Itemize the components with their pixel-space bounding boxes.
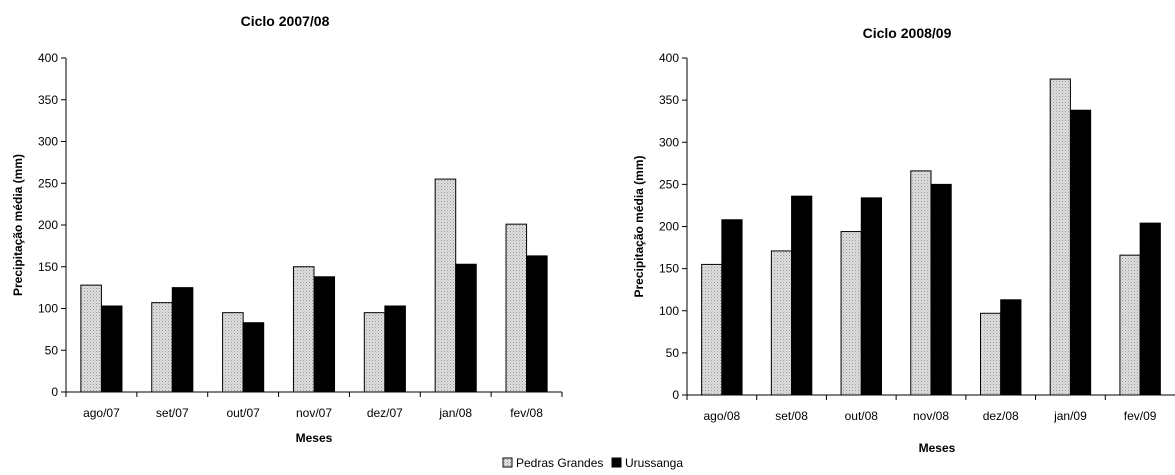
x-tick-label: nov/08	[913, 409, 949, 423]
x-tick-label: jan/08	[438, 406, 472, 420]
bar-pedras-grandes-jan-09	[1049, 78, 1071, 396]
y-tick-label: 200	[38, 218, 58, 232]
bar-urussanga-jan-09	[1069, 109, 1092, 396]
x-axis-label: Meses	[919, 441, 956, 455]
bar-pedras-grandes-nov-07	[292, 266, 315, 393]
bar-pedras-grandes-set-08	[770, 250, 793, 396]
x-tick-label: dez/08	[983, 409, 1019, 423]
x-tick-label: out/08	[845, 409, 879, 423]
y-tick-label: 50	[666, 346, 680, 360]
bar-urussanga-ago-08	[721, 219, 743, 396]
y-tick-label: 100	[659, 304, 679, 318]
y-tick-label: 150	[38, 260, 58, 274]
legend-swatch-urussanga	[611, 457, 622, 468]
bar-urussanga-ago-07	[100, 305, 123, 393]
bar-urussanga-out-07	[242, 322, 265, 393]
bar-urussanga-fev-08	[526, 255, 548, 393]
bar-urussanga-jan-08	[455, 263, 477, 393]
y-tick-label: 50	[45, 343, 59, 357]
legend-label-urussanga: Urussanga	[625, 456, 683, 470]
chart-title: Ciclo 2008/09	[863, 25, 952, 41]
bar-pedras-grandes-dez-07	[363, 312, 386, 393]
bar-urussanga-fev-09	[1139, 222, 1161, 396]
y-axis-label: Precipitação média (mm)	[11, 154, 25, 296]
bar-pedras-grandes-out-07	[222, 312, 244, 393]
chart-2: Ciclo 2008/09 0 50 100 150 200 250 300 350 400 ago…	[632, 25, 1175, 455]
bar-urussanga-dez-08	[1000, 299, 1022, 396]
x-tick-label: nov/07	[296, 406, 332, 420]
y-tick-label: 350	[38, 93, 58, 107]
y-tick-label: 400	[38, 51, 58, 65]
y-tick-label: 250	[38, 176, 58, 190]
y-tick-label: 400	[659, 51, 679, 65]
bar-pedras-grandes-out-08	[840, 231, 862, 396]
x-tick-label: jan/09	[1053, 409, 1087, 423]
legend: Pedras Grandes Urussanga	[502, 456, 683, 470]
bar-pedras-grandes-nov-08	[910, 170, 932, 396]
y-tick-label: 250	[659, 177, 679, 191]
x-tick-label: out/07	[226, 406, 260, 420]
bar-pedras-grandes-ago-07	[80, 284, 102, 393]
bar-urussanga-nov-07	[313, 276, 336, 393]
chart-title: Ciclo 2007/08	[241, 13, 330, 29]
y-axis-label: Precipitação média (mm)	[632, 155, 646, 297]
y-tick-label: 0	[51, 385, 58, 399]
y-tick-label: 300	[659, 135, 679, 149]
bar-pedras-grandes-jan-08	[434, 178, 457, 393]
bar-urussanga-set-08	[791, 195, 813, 396]
bar-urussanga-set-07	[171, 287, 194, 393]
bar-pedras-grandes-dez-08	[979, 312, 1002, 396]
bar-pedras-grandes-fev-09	[1119, 254, 1141, 396]
y-tick-label: 200	[659, 220, 679, 234]
bar-urussanga-nov-08	[930, 183, 952, 396]
y-tick-label: 300	[38, 135, 58, 149]
x-tick-label: fev/09	[1124, 409, 1157, 423]
x-tick-label: ago/08	[704, 409, 741, 423]
chart-1: Ciclo 2007/08 0 50 100 150 200 250 300 350 400 ago…	[11, 13, 563, 445]
y-tick-label: 0	[672, 388, 679, 402]
x-tick-label: ago/07	[83, 406, 120, 420]
x-axis-label: Meses	[296, 431, 333, 445]
y-tick-label: 100	[38, 302, 58, 316]
x-tick-label: set/08	[775, 409, 808, 423]
bar-pedras-grandes-fev-08	[505, 223, 528, 393]
x-tick-label: dez/07	[367, 406, 403, 420]
bar-pedras-grandes-set-07	[151, 302, 173, 393]
x-tick-label: fev/08	[510, 406, 543, 420]
bar-pedras-grandes-ago-08	[701, 263, 723, 396]
legend-label-pedras-grandes: Pedras Grandes	[516, 456, 603, 470]
bar-urussanga-dez-07	[384, 305, 406, 393]
y-tick-label: 350	[659, 93, 679, 107]
y-tick-label: 150	[659, 262, 679, 276]
bar-urussanga-out-08	[860, 197, 883, 396]
x-tick-label: set/07	[156, 406, 189, 420]
legend-swatch-pedras-grandes	[502, 457, 513, 468]
